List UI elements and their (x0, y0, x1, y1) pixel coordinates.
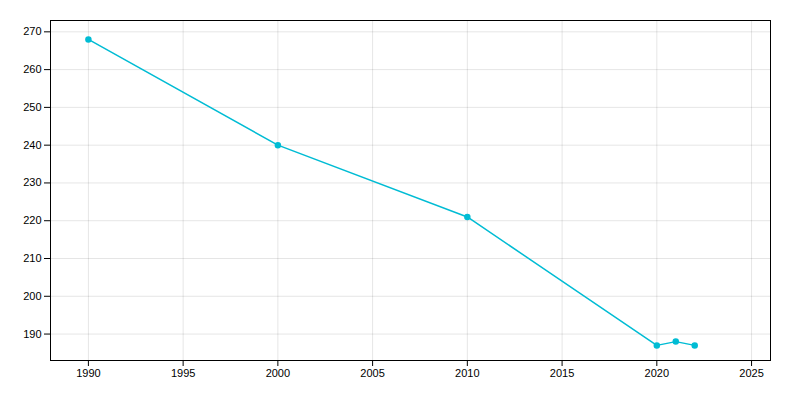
svg-text:190: 190 (23, 328, 41, 340)
svg-text:240: 240 (23, 139, 41, 151)
svg-text:270: 270 (23, 25, 41, 37)
svg-text:200: 200 (23, 290, 41, 302)
svg-text:2005: 2005 (360, 367, 384, 379)
svg-text:1995: 1995 (171, 367, 195, 379)
svg-text:230: 230 (23, 176, 41, 188)
svg-text:1990: 1990 (76, 367, 100, 379)
svg-text:2010: 2010 (455, 367, 479, 379)
svg-text:2025: 2025 (739, 367, 763, 379)
svg-text:250: 250 (23, 101, 41, 113)
svg-text:2020: 2020 (645, 367, 669, 379)
svg-text:2000: 2000 (266, 367, 290, 379)
svg-text:210: 210 (23, 252, 41, 264)
svg-text:2015: 2015 (550, 367, 574, 379)
svg-text:260: 260 (23, 63, 41, 75)
svg-text:220: 220 (23, 214, 41, 226)
